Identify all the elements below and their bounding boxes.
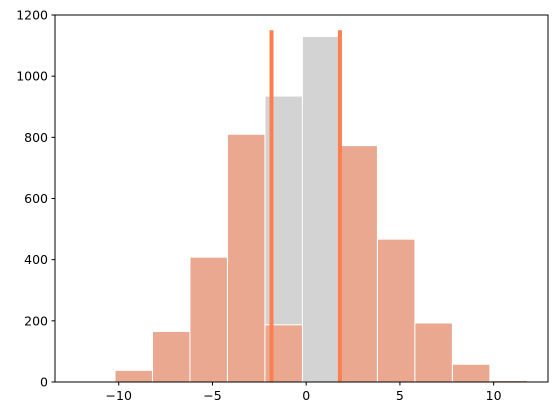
histogram-bar bbox=[189, 256, 228, 383]
histogram-bar bbox=[339, 145, 378, 383]
y-tick-label: 0 bbox=[40, 375, 48, 390]
y-tick-label: 200 bbox=[24, 313, 48, 328]
y-tick-label: 800 bbox=[24, 130, 48, 145]
x-tick-label: −5 bbox=[203, 388, 221, 403]
y-tick-label: 1000 bbox=[16, 69, 48, 84]
x-tick-label: 0 bbox=[302, 388, 310, 403]
histogram-bar bbox=[376, 238, 416, 383]
histogram-bar bbox=[226, 133, 266, 383]
histogram-bar bbox=[451, 363, 491, 383]
x-tick-label: −10 bbox=[106, 388, 132, 403]
y-tick-label: 400 bbox=[24, 252, 48, 267]
y-tick-label: 600 bbox=[24, 191, 48, 206]
histogram-bar bbox=[414, 322, 453, 383]
x-tick-label: 5 bbox=[396, 388, 404, 403]
histogram-bar bbox=[301, 35, 341, 383]
x-tick-label: 10 bbox=[486, 388, 502, 403]
histogram-bar bbox=[151, 331, 191, 383]
histogram-bar bbox=[114, 369, 153, 383]
y-tick-label: 1200 bbox=[16, 8, 48, 23]
